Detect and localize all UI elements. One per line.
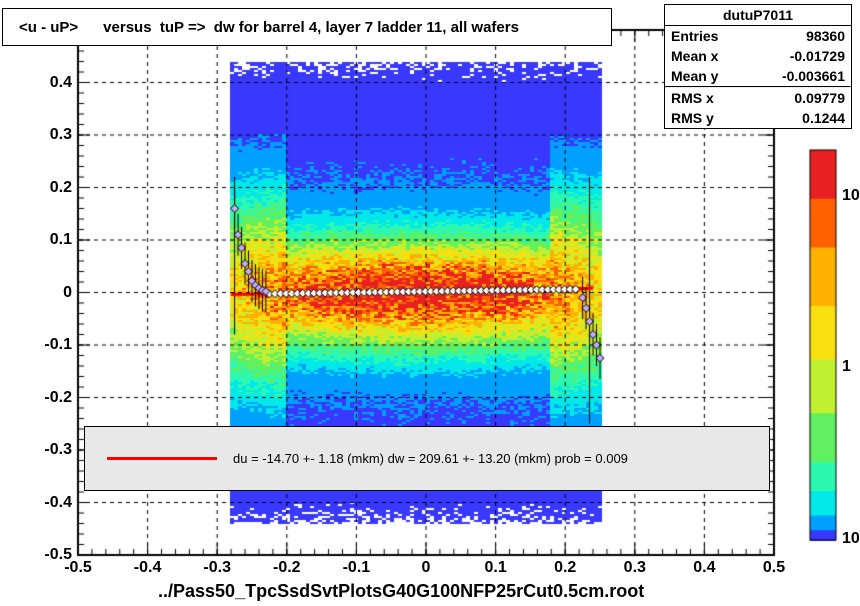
stats-row: Entries 98360 (665, 26, 851, 46)
x-tick-label: -0.3 (203, 559, 231, 577)
x-tick-label: 0.1 (484, 559, 506, 577)
x-tick-label: 0.5 (763, 559, 785, 577)
x-tick-label: 0 (422, 559, 431, 577)
y-tick-label: 0 (63, 284, 72, 302)
colorbar-tick-label: 10 (842, 530, 860, 548)
y-tick-label: 0.3 (50, 126, 72, 144)
plot-title-box: <u - uP> versus tuP => dw for barrel 4, … (2, 8, 612, 46)
x-tick-label: 0.2 (554, 559, 576, 577)
colorbar-tick-label: 1 (842, 358, 851, 376)
y-tick-label: 0.4 (50, 74, 72, 92)
fit-legend-box: du = -14.70 +- 1.18 (mkm) dw = 209.61 +-… (84, 426, 770, 491)
stats-row: RMS y 0.1244 (665, 108, 851, 128)
x-tick-label: 0.3 (624, 559, 646, 577)
y-tick-label: -0.5 (44, 546, 72, 564)
colorbar-tick-label: 10 (842, 187, 860, 205)
y-tick-label: 0.2 (50, 179, 72, 197)
plot-title: <u - uP> versus tuP => dw for barrel 4, … (3, 19, 519, 36)
stats-row: Mean y -0.003661 (665, 66, 851, 86)
chart-container: <u - uP> versus tuP => dw for barrel 4, … (0, 0, 860, 606)
y-tick-label: 0.1 (50, 231, 72, 249)
footer-filepath: ../Pass50_TpcSsdSvtPlotsG40G100NFP25rCut… (158, 581, 644, 602)
stats-name: dutuP7011 (665, 5, 851, 26)
x-tick-label: 0.4 (693, 559, 715, 577)
y-tick-label: -0.4 (44, 494, 72, 512)
x-tick-label: -0.2 (273, 559, 301, 577)
y-tick-label: -0.1 (44, 336, 72, 354)
x-tick-label: -0.4 (134, 559, 162, 577)
y-tick-label: -0.2 (44, 389, 72, 407)
legend-line-sample (107, 457, 217, 460)
stats-row: RMS x 0.09779 (665, 88, 851, 108)
legend-text: du = -14.70 +- 1.18 (mkm) dw = 209.61 +-… (233, 451, 628, 466)
stats-row: Mean x -0.01729 (665, 46, 851, 66)
stats-box: dutuP7011 Entries 98360 Mean x -0.01729 … (664, 4, 852, 129)
x-tick-label: -0.1 (343, 559, 371, 577)
y-tick-label: -0.3 (44, 441, 72, 459)
